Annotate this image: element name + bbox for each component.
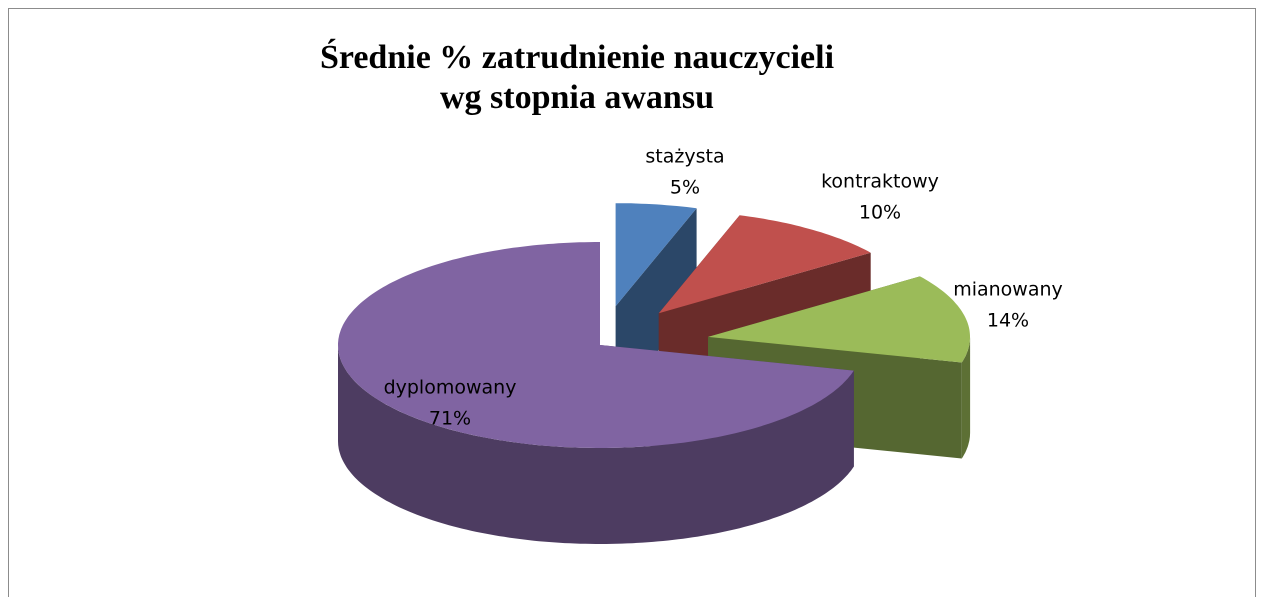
slice-side: [338, 345, 854, 544]
slice-label: stażysta: [645, 146, 724, 168]
chart-title: Średnie % zatrudnienie nauczycieli wg st…: [319, 39, 835, 116]
slice-value-label: 10%: [859, 202, 901, 224]
slice-value-label: 71%: [429, 408, 471, 430]
slice-value-label: 5%: [670, 177, 700, 199]
slice-label: mianowany: [953, 279, 1063, 301]
slice: [338, 242, 854, 448]
slice: [708, 276, 970, 363]
slice-side: [961, 336, 971, 459]
slice-value-label: 14%: [987, 310, 1029, 332]
slice: [658, 215, 871, 314]
slice-label: kontraktowy: [821, 171, 939, 193]
slice: [615, 203, 697, 307]
slice-label: dyplomowany: [384, 377, 517, 399]
